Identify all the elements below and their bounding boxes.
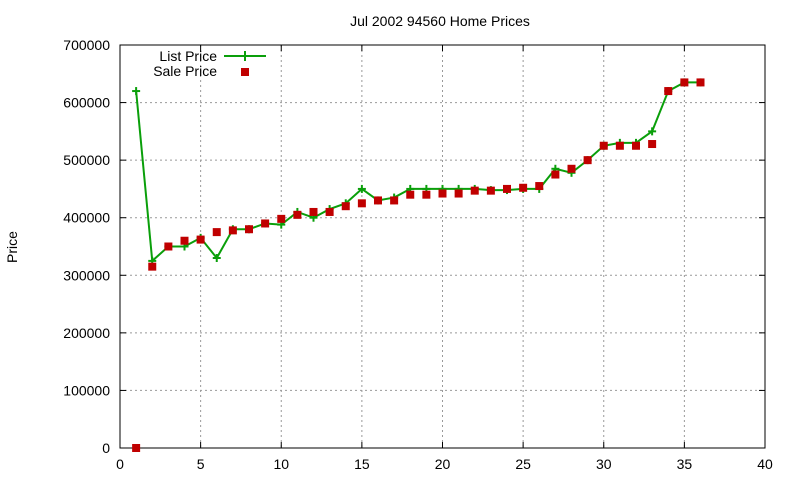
legend-square-sale-price bbox=[241, 68, 249, 76]
x-tick-label: 15 bbox=[354, 456, 370, 472]
sale-price-point bbox=[196, 235, 205, 244]
sale-price-point bbox=[325, 207, 334, 216]
x-tick-label: 20 bbox=[435, 456, 451, 472]
sale-price-point bbox=[422, 190, 431, 199]
sale-price-point bbox=[615, 141, 624, 150]
sale-price-point bbox=[632, 141, 640, 150]
x-tick-label: 40 bbox=[757, 456, 773, 472]
y-tick-label: 600000 bbox=[63, 95, 110, 111]
sale-price-point bbox=[180, 236, 189, 245]
y-tick-label: 500000 bbox=[63, 152, 110, 168]
y-tick-label: 100000 bbox=[63, 382, 110, 398]
sale-price-point bbox=[680, 78, 689, 87]
legend-cross-list-price bbox=[240, 51, 250, 61]
sale-price-point bbox=[454, 189, 463, 198]
sale-price-point bbox=[470, 186, 479, 195]
x-tick-label: 5 bbox=[197, 456, 205, 472]
y-tick-label: 400000 bbox=[63, 210, 110, 226]
sale-price-point bbox=[164, 242, 173, 251]
sale-price-point bbox=[503, 184, 511, 193]
sale-price-point bbox=[277, 214, 286, 223]
sale-price-point bbox=[148, 262, 157, 271]
sale-price-point bbox=[132, 444, 141, 452]
list-price-point bbox=[212, 254, 221, 263]
list-price-point bbox=[357, 184, 366, 193]
sale-price-point bbox=[535, 182, 544, 191]
sale-price-point bbox=[245, 225, 253, 234]
legend-label-sale-price: Sale Price bbox=[153, 63, 217, 79]
sale-price-point bbox=[341, 202, 350, 211]
sale-price-point bbox=[567, 164, 576, 173]
x-tick-label: 10 bbox=[273, 456, 289, 472]
y-tick-label: 300000 bbox=[63, 267, 110, 283]
x-tick-label: 25 bbox=[515, 456, 531, 472]
list-price-point bbox=[132, 87, 141, 96]
sale-price-point bbox=[551, 170, 560, 179]
y-tick-label: 700000 bbox=[63, 37, 110, 53]
sale-price-point bbox=[212, 228, 221, 237]
sale-price-point bbox=[648, 140, 657, 149]
legend-label-list-price: List Price bbox=[159, 48, 217, 64]
sale-price-point bbox=[406, 190, 415, 199]
sale-price-point bbox=[583, 156, 592, 165]
series-line bbox=[135, 81, 701, 263]
sale-price-point bbox=[374, 196, 382, 205]
sale-price-point bbox=[599, 141, 608, 150]
sale-price-point bbox=[390, 196, 399, 205]
x-tick-label: 30 bbox=[596, 456, 612, 472]
series-layer bbox=[132, 78, 705, 452]
y-axis-label: Price bbox=[4, 231, 20, 263]
sale-price-point bbox=[261, 219, 270, 228]
grid-layer bbox=[120, 45, 765, 448]
legend: List Price Sale Price bbox=[153, 48, 266, 79]
sale-price-point bbox=[438, 189, 447, 198]
sale-price-point bbox=[696, 78, 705, 87]
list-price-point bbox=[648, 127, 657, 136]
x-tick-label: 35 bbox=[677, 456, 693, 472]
tick-layer: 0 100000 200000 300000 400000 500000 600000 700… bbox=[63, 37, 773, 472]
series-list-price bbox=[132, 78, 705, 265]
sale-price-point bbox=[228, 226, 237, 235]
sale-price-point bbox=[664, 87, 673, 96]
sale-price-point bbox=[357, 199, 366, 208]
y-tick-label: 200000 bbox=[63, 325, 110, 341]
series-sale-price bbox=[132, 78, 705, 452]
sale-price-point bbox=[309, 207, 318, 216]
sale-price-point bbox=[486, 186, 495, 195]
chart-title: Jul 2002 94560 Home Prices bbox=[350, 13, 530, 29]
y-tick-label: 0 bbox=[102, 440, 110, 456]
sale-price-point bbox=[293, 210, 302, 219]
sale-price-point bbox=[519, 183, 528, 192]
x-tick-label: 0 bbox=[116, 456, 124, 472]
